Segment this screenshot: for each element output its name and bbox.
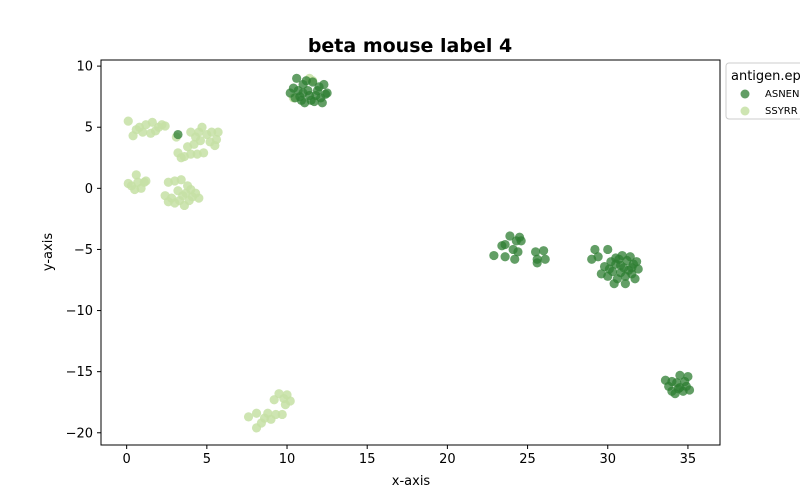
y-tick-label: −10 [66,304,93,319]
plot-frame [100,59,721,446]
point-asnen [309,96,319,107]
x-tick-label: 5 [203,452,211,467]
point-ssyrr [213,127,223,137]
legend-label-asnen: ASNEN [765,89,799,100]
x-axis-label: x-axis [392,474,431,489]
point-asnen [625,252,635,262]
point-ssyrr [277,409,287,420]
point-asnen [627,263,637,273]
point-asnen [684,385,695,395]
point-ssyrr [176,175,186,185]
point-ssyrr [147,117,157,127]
point-asnen [312,85,323,96]
y-tick-label: 0 [85,182,93,197]
point-asnen [603,244,613,255]
point-ssyrr [160,121,170,131]
x-tick-label: 20 [439,452,456,467]
legend-box [725,62,800,120]
point-asnen [292,73,302,83]
point-ssyrr [195,136,206,146]
point-asnen [673,384,683,394]
y-tick-label: −20 [66,426,93,441]
x-tick-label: 0 [123,452,131,467]
point-ssyrr [243,412,254,422]
point-asnen [500,239,510,250]
point-ssyrr [131,170,141,180]
point-asnen [683,371,693,382]
point-asnen [611,253,621,263]
point-asnen [516,236,526,246]
x-tick-label: 25 [519,452,536,467]
point-ssyrr [123,116,133,126]
point-ssyrr [199,148,209,158]
points-layer [123,73,695,433]
y-tick-label: −5 [74,243,93,258]
y-tick-label: −15 [66,365,93,380]
point-asnen [319,79,329,90]
point-asnen [630,274,640,284]
point-ssyrr [271,409,281,420]
point-asnen [489,250,499,261]
legend-marker-ssyrr [740,106,750,116]
point-asnen [532,258,542,268]
point-asnen [173,129,183,140]
x-tick-label: 10 [279,452,296,467]
y-axis-ticks: 10 5 0 −5 −10 −15 −20 [66,60,101,441]
y-tick-label: 5 [85,121,93,136]
point-asnen [298,88,308,98]
point-asnen [590,244,600,255]
point-asnen [290,93,300,103]
point-ssyrr [197,122,207,132]
point-ssyrr [194,193,204,203]
x-tick-label: 15 [359,452,376,467]
point-asnen [500,252,510,262]
point-ssyrr [141,176,151,186]
point-asnen [620,279,630,289]
y-tick-label: 10 [76,60,93,75]
point-asnen [593,252,603,262]
point-asnen [505,231,515,241]
legend-label-ssyrr: SSYRR [765,106,798,117]
chart-title: beta mouse label 4 [308,35,512,57]
point-asnen [513,247,523,257]
legend: antigen.ep ASNEN SSYRR [725,62,800,120]
point-ssyrr [251,408,262,418]
point-asnen [320,89,331,99]
point-ssyrr [186,149,196,159]
x-tick-label: 35 [680,452,697,467]
point-ssyrr [207,127,217,137]
point-asnen [530,247,541,257]
legend-marker-asnen [740,89,750,99]
x-tick-label: 30 [599,452,616,467]
point-asnen [539,246,549,256]
legend-title: antigen.ep [731,69,800,84]
point-asnen [604,264,614,274]
point-ssyrr [285,396,295,406]
point-asnen [540,254,550,264]
point-asnen [615,260,626,270]
x-axis-ticks: 0 5 10 15 20 25 30 35 [123,445,697,467]
point-asnen [301,76,311,86]
point-asnen [510,254,520,264]
point-ssyrr [211,134,222,145]
y-axis-label: y-axis [41,233,56,271]
point-ssyrr [138,127,148,137]
